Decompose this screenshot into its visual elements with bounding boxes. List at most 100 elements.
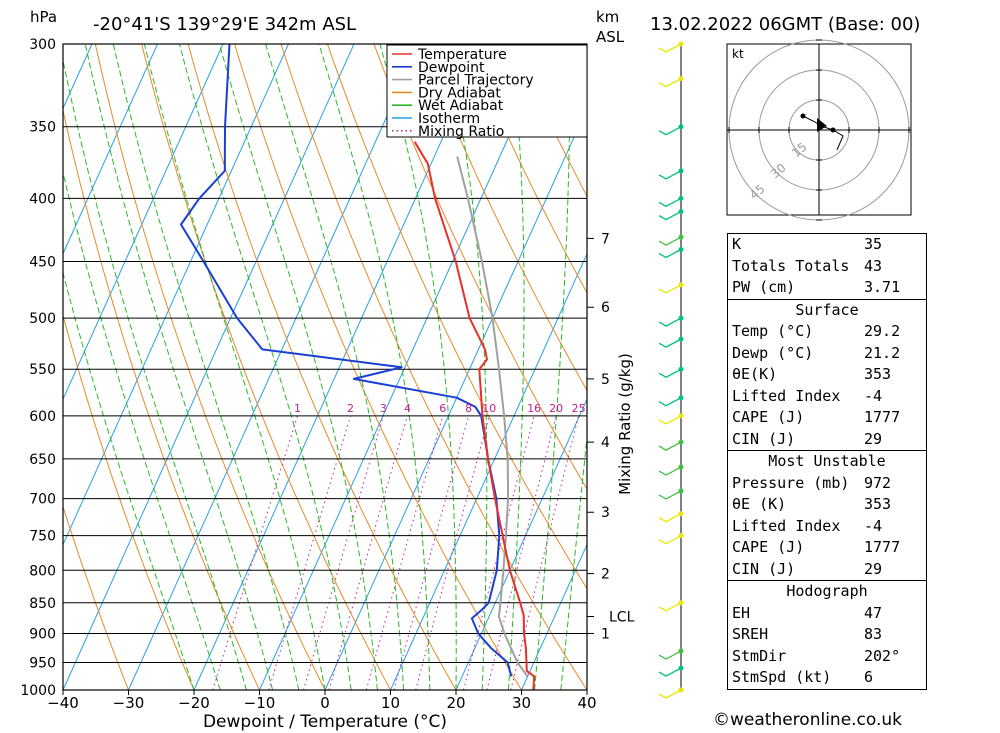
pressure-tick-label: 1000 <box>20 683 56 699</box>
surface-thetae-label: θE(K) <box>732 365 778 383</box>
wet-adiabat-line <box>63 58 247 690</box>
eh-label: EH <box>732 603 751 622</box>
wind-barb <box>658 513 682 523</box>
isotherm-line <box>324 107 587 690</box>
height-tick-label: 6 <box>601 300 610 316</box>
parcel-trajectory-line <box>456 156 529 677</box>
wind-barb <box>658 248 682 259</box>
height-tick-label: 2 <box>601 567 610 583</box>
wet-adiabat-line <box>445 44 488 690</box>
wet-adiabat-line <box>507 44 525 690</box>
height-unit-km: km <box>596 8 619 26</box>
hodograph-section: Hodograph EH 47 SREH 83 StmDir 202° StmSpd … <box>727 580 927 690</box>
legend-entry: Parcel Trajectory <box>418 73 534 89</box>
mu-li-value: -4 <box>864 516 883 535</box>
mu-li-label: Lifted Index <box>732 516 841 535</box>
profiles <box>180 44 536 690</box>
height-tick-label: 5 <box>601 372 610 388</box>
pressure-tick-label: 550 <box>29 362 56 378</box>
pressure-tick-label: 800 <box>29 563 56 579</box>
wind-barb <box>658 490 682 500</box>
hodograph-point <box>830 127 836 133</box>
mu-thetae-value: 353 <box>864 495 892 513</box>
plot-frame <box>62 43 588 691</box>
isotherm-line <box>455 397 587 690</box>
x-tick-label: 40 <box>577 694 596 712</box>
legend-entry: Mixing Ratio <box>418 124 504 140</box>
indices-table: K 35 Totals Totals 43 PW (cm) 3.71 Surface … <box>727 233 927 690</box>
wind-profile <box>658 41 684 699</box>
mu-cape-label: CAPE (J) <box>732 538 805 556</box>
wind-barb <box>658 650 682 660</box>
wind-barb <box>658 236 682 246</box>
mixing-ratio-line <box>393 415 470 690</box>
surface-title: Surface <box>795 300 859 319</box>
mixing-ratio-label: 3 <box>380 402 387 415</box>
temperature-line <box>413 141 536 690</box>
tt-value: 43 <box>864 256 883 275</box>
mixing-ratio-line <box>365 415 444 690</box>
pressure-tick-label: 600 <box>29 409 56 425</box>
stmspd-value: 6 <box>864 668 874 686</box>
dry-adiabat-line <box>63 505 129 690</box>
mixing-ratio-label: 1 <box>294 402 301 415</box>
x-tick-label: −20 <box>178 694 210 712</box>
wind-barb <box>658 211 682 221</box>
mixing-ratio-label: 25 <box>572 402 586 415</box>
eh-value: 47 <box>864 603 883 622</box>
surface-li-value: -4 <box>864 386 883 405</box>
mixing-ratio-line <box>328 415 408 690</box>
dry-adiabat-line <box>234 44 522 690</box>
sreh-value: 83 <box>864 625 883 643</box>
isotherm-line <box>0 44 26 690</box>
stability-indices: K 35 Totals Totals 43 PW (cm) 3.71 <box>727 233 927 299</box>
hodograph-title: Hodograph <box>786 582 868 600</box>
dry-adiabat-line <box>466 44 587 294</box>
wet-adiabat-line <box>84 44 274 690</box>
pressure-tick-label: 750 <box>29 529 56 545</box>
isotherm-line <box>128 44 420 690</box>
dewpoint-line <box>180 44 513 677</box>
surface-cape-value: 1777 <box>864 408 901 426</box>
credit-footer[interactable]: ©weatheronline.co.uk <box>713 710 903 730</box>
mixing-ratio-label: 8 <box>465 402 472 415</box>
legend-entry: Dry Adiabat <box>418 85 501 101</box>
hodograph-trace <box>802 115 844 151</box>
wet-adiabat-line <box>318 44 431 690</box>
isotherm-line <box>63 44 158 255</box>
height-tick-label: 7 <box>601 231 610 247</box>
surface-dewp-label: Dewp (°C) <box>732 343 814 362</box>
mixing-ratio-line <box>415 415 490 690</box>
x-tick-label: −10 <box>244 694 276 712</box>
wind-barb <box>658 43 682 53</box>
pressure-tick-label: 450 <box>29 255 56 271</box>
pressure-tick-label: 650 <box>29 452 56 468</box>
wind-barb <box>658 170 682 180</box>
mu-thetae-label: θE (K) <box>732 495 787 513</box>
wet-adiabat-line <box>265 44 405 690</box>
x-tick-label: 10 <box>381 694 400 712</box>
x-tick-label: 20 <box>446 694 465 712</box>
pressure-unit: hPa <box>30 8 57 26</box>
height-tick-label: 4 <box>601 435 610 451</box>
mu-pres-label: Pressure (mb) <box>732 473 850 492</box>
mixing-ratio-label: 10 <box>482 402 496 415</box>
k-label: K <box>732 235 742 253</box>
x-tick-label: 30 <box>512 694 531 712</box>
pressure-tick-label: 950 <box>29 655 56 671</box>
dry-adiabat-line <box>978 44 1000 690</box>
mixing-ratio-line <box>268 415 351 690</box>
legend-entry: Wet Adiabat <box>418 98 504 114</box>
pressure-tick-label: 700 <box>29 492 56 508</box>
wind-barb <box>658 602 682 612</box>
surface-temp-value: 29.2 <box>864 322 901 340</box>
isotherm-line <box>521 543 587 690</box>
wet-adiabat-line <box>560 432 587 690</box>
wind-barb <box>658 197 682 208</box>
legend-entry: Isotherm <box>418 111 480 127</box>
sreh-label: SREH <box>732 625 769 643</box>
pressure-tick-label: 400 <box>29 191 56 207</box>
